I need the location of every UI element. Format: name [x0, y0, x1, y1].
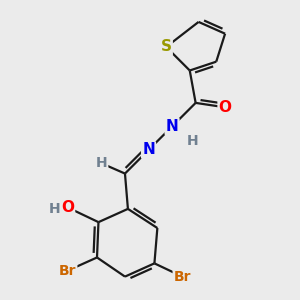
Text: N: N [142, 142, 155, 158]
Text: Br: Br [174, 270, 191, 283]
Text: S: S [161, 39, 172, 54]
Text: H: H [96, 156, 107, 170]
Text: H: H [187, 134, 199, 148]
Text: Br: Br [59, 264, 76, 278]
Text: O: O [61, 200, 74, 215]
Text: N: N [166, 119, 178, 134]
Text: H: H [49, 202, 60, 216]
Text: O: O [219, 100, 232, 115]
